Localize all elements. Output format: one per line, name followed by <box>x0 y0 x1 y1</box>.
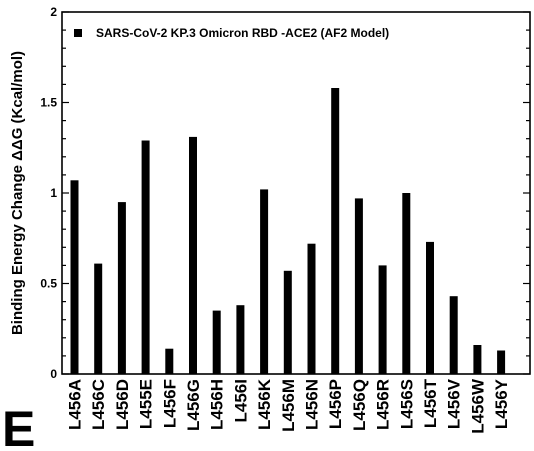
x-tick-label: L456A <box>66 379 85 430</box>
bar-l456a <box>70 180 79 374</box>
bar-l456v <box>449 296 458 374</box>
bar-l456s <box>402 193 411 374</box>
x-tick-label: L456S <box>397 379 416 429</box>
x-tick-label: L456K <box>255 378 274 430</box>
bar-l456d <box>117 202 126 374</box>
bar-l456t <box>426 241 434 374</box>
y-tick-labels: 0 0.5 1 1.5 2 <box>40 5 57 381</box>
bar-l455e <box>141 140 150 374</box>
bar-l456c <box>94 263 103 374</box>
y-tick-marks <box>62 11 530 375</box>
legend: SARS-CoV-2 KP.3 Omicron RBD -ACE2 (AF2 M… <box>74 26 389 40</box>
x-tick-label: L456V <box>445 378 464 429</box>
bar-l456f <box>165 348 174 374</box>
y-tick-label: 1 <box>50 186 57 200</box>
x-tick-label: L455E <box>137 379 156 429</box>
x-tick-label: L456T <box>421 378 440 428</box>
bar-l456i <box>236 305 245 374</box>
bar-l456g <box>189 136 197 374</box>
x-tick-marks <box>73 368 502 374</box>
x-tick-label: L456Q <box>350 379 369 431</box>
bar-l456n <box>307 243 316 374</box>
bar-l456p <box>331 88 340 374</box>
x-tick-label: L456N <box>303 379 322 430</box>
x-tick-label: L456Y <box>492 378 511 429</box>
y-tick-label: 0.5 <box>40 277 57 291</box>
x-tick-labels: L456A L456C L456D L455E L456F L456G L456H L456I… <box>66 378 512 434</box>
bar-l456y <box>497 350 506 374</box>
x-tick-label: L456P <box>326 379 345 429</box>
y-tick-label: 2 <box>50 5 57 19</box>
y-tick-label: 1.5 <box>40 96 57 110</box>
legend-swatch <box>74 29 82 37</box>
plot-frame <box>61 11 531 375</box>
bar-l456h <box>212 310 221 374</box>
x-tick-label: L456M <box>279 379 298 432</box>
x-tick-label: L456W <box>468 378 487 434</box>
panel-label: E <box>2 401 35 451</box>
bar-l456k <box>260 189 269 374</box>
x-tick-label: L456C <box>89 379 108 430</box>
x-tick-label: L456F <box>160 379 179 428</box>
bars-group <box>70 88 506 374</box>
x-tick-label: L456I <box>231 379 250 422</box>
bar-l456q <box>354 198 363 374</box>
x-tick-label: L456D <box>113 379 132 430</box>
bar-l456r <box>378 265 387 374</box>
x-tick-label: L456G <box>184 379 203 431</box>
legend-label: SARS-CoV-2 KP.3 Omicron RBD -ACE2 (AF2 M… <box>96 26 389 40</box>
bar-l456m <box>283 270 292 374</box>
x-tick-label: L456R <box>374 379 393 430</box>
y-tick-label: 0 <box>50 367 57 381</box>
x-tick-label: L456H <box>208 379 227 430</box>
bar-l456w <box>473 345 482 374</box>
y-axis-label: Binding Energy Change ΔΔG (Kcal/mol) <box>9 51 26 335</box>
